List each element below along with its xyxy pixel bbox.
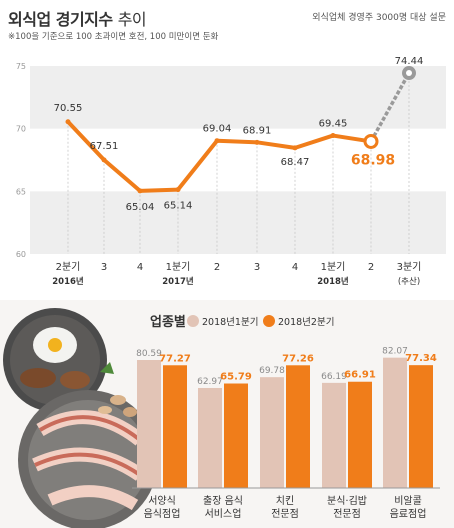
food-illustration	[3, 308, 158, 528]
category-label: 분식·김밥	[327, 495, 367, 507]
y-tick-label: 65	[16, 187, 26, 196]
value-label: 69.45	[319, 119, 348, 130]
value-label: 74.44	[395, 56, 424, 67]
category-label: 비알콜	[394, 495, 422, 507]
bar-q2	[163, 365, 187, 488]
x-tick-label: 1분기	[166, 261, 191, 273]
value-label: 69.04	[203, 124, 232, 135]
data-point	[137, 188, 143, 194]
data-point-highlight	[363, 133, 379, 149]
x-tick-label: 4	[137, 262, 143, 273]
bar-value-label: 77.34	[405, 353, 437, 364]
x-tick-label: 3	[254, 262, 260, 273]
data-point	[214, 138, 220, 144]
band-70-75	[30, 66, 446, 129]
x-tick-label: 4	[292, 262, 298, 273]
x-tick-label: 2분기	[56, 261, 81, 273]
bar-q2	[348, 381, 372, 488]
band-60-65	[30, 191, 446, 254]
bar-value-label: 69.78	[259, 366, 285, 376]
data-point-projected-center	[406, 70, 412, 77]
bar-q1	[260, 377, 284, 488]
x-tick-sublabel: 2017년	[162, 276, 194, 287]
bar-value-label: 66.19	[321, 372, 347, 382]
bar-value-label: 65.79	[220, 372, 252, 383]
category-label: 음료점업	[390, 507, 427, 520]
legend-label-q1: 2018년1분기	[202, 317, 258, 328]
category-label: 출장 음식	[203, 495, 243, 507]
value-label-highlight: 68.98	[351, 152, 395, 168]
x-tick-label: 3	[101, 262, 107, 273]
bar-q1	[383, 357, 407, 488]
x-tick-label: 2	[214, 262, 220, 273]
data-point	[330, 133, 336, 139]
value-label: 68.47	[281, 157, 310, 168]
x-tick-sublabel: (추산)	[398, 276, 420, 287]
x-tick-label: 2	[368, 262, 374, 273]
chart-title: 외식업 경기지수 추이	[8, 10, 147, 29]
category-label: 음식점업	[144, 507, 181, 520]
x-tick-label: 3분기	[397, 261, 422, 273]
source-note: 외식업체 경영주 3000명 대상 설문	[312, 13, 446, 23]
data-point	[254, 139, 260, 145]
y-tick-label: 70	[16, 125, 26, 134]
data-point	[175, 187, 181, 193]
legend-swatch-q2	[263, 315, 275, 327]
legend-swatch-q1	[187, 315, 199, 327]
bar-chart-title: 업종별	[150, 314, 186, 330]
bar-value-label: 77.27	[159, 353, 191, 364]
footnote: ※100을 기준으로 100 초과이면 호전, 100 미만이면 둔화	[8, 32, 219, 42]
category-label: 전문점	[333, 508, 361, 520]
value-label: 65.04	[126, 202, 155, 213]
y-tick-label: 75	[16, 62, 26, 71]
bar-q2	[286, 365, 310, 488]
data-point	[65, 119, 71, 125]
category-label: 서양식	[148, 495, 176, 507]
bar-value-label: 66.91	[344, 370, 376, 381]
bar-value-label: 62.97	[197, 377, 223, 387]
category-label: 서비스업	[205, 507, 242, 520]
bar-q1	[322, 382, 346, 488]
category-label: 치킨	[276, 495, 294, 507]
line-projection	[369, 72, 411, 143]
value-label: 68.91	[243, 125, 272, 136]
bar-q1	[137, 360, 161, 488]
x-tick-sublabel: 2018년	[317, 276, 349, 287]
category-label: 전문점	[271, 508, 299, 520]
value-label: 70.55	[54, 103, 83, 114]
x-tick-label: 1분기	[321, 261, 346, 273]
bar-value-label: 77.26	[282, 353, 314, 364]
data-point	[101, 157, 107, 163]
value-label: 65.14	[164, 201, 193, 212]
legend-label-q2: 2018년2분기	[278, 317, 334, 328]
bar-q2	[224, 383, 248, 488]
y-tick-label: 60	[16, 250, 26, 259]
bar-q1	[198, 387, 222, 488]
bar-value-label: 82.07	[382, 347, 408, 357]
value-label: 67.51	[90, 141, 119, 152]
data-point	[292, 145, 298, 151]
bar-q2	[409, 365, 433, 488]
x-tick-sublabel: 2016년	[52, 276, 84, 287]
bar-value-label: 80.59	[136, 349, 162, 359]
